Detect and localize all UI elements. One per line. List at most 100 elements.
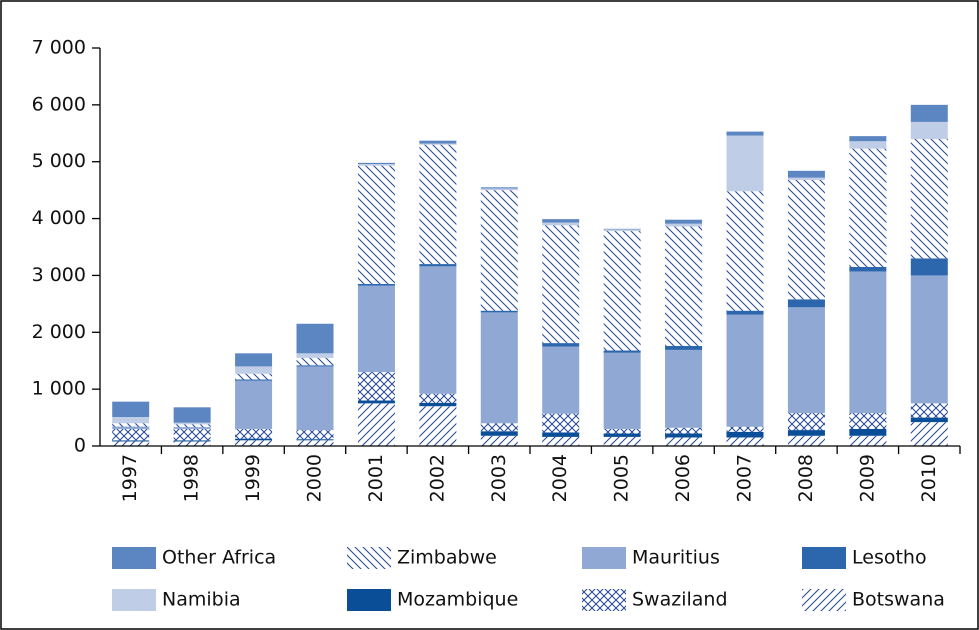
bar-segment	[787, 170, 825, 178]
bar-segment	[112, 417, 150, 424]
x-tick-label: 1997	[119, 454, 141, 502]
bar-segment	[419, 402, 457, 407]
bar-segment	[419, 406, 457, 446]
legend-label: Other Africa	[162, 547, 276, 569]
bar-segment	[480, 423, 518, 432]
bar-segment	[787, 430, 825, 436]
bar-segment	[235, 366, 273, 374]
x-tick-label: 2009	[856, 454, 878, 502]
bar-segment	[419, 144, 457, 265]
bar-segment	[112, 426, 150, 428]
bar-segment	[542, 436, 580, 446]
bar-segment	[419, 140, 457, 144]
bar-segment	[357, 372, 395, 401]
legend-swatch	[347, 589, 391, 611]
bar-segment	[665, 427, 703, 434]
bar-segment	[787, 179, 825, 300]
bar-segment	[665, 223, 703, 227]
bar-segment	[296, 357, 334, 366]
x-tick-label: 2006	[672, 454, 694, 502]
bar-segment	[296, 366, 334, 431]
bar-segment	[357, 163, 395, 166]
x-tick-label: 2003	[488, 454, 510, 502]
bar-segment	[849, 435, 887, 446]
bar-segment	[542, 346, 580, 414]
y-tick-label: 7 000	[32, 37, 86, 59]
bar-segment	[603, 428, 641, 434]
legend-label: Mauritius	[632, 547, 720, 569]
bar-segment	[849, 266, 887, 272]
bar-segment	[849, 271, 887, 414]
bar-segment	[480, 190, 518, 311]
y-tick-label: 6 000	[32, 93, 86, 115]
bar-segment	[112, 441, 150, 446]
x-tick-label: 2007	[734, 454, 756, 502]
x-tick-label: 1998	[181, 454, 203, 502]
bar-segment	[726, 310, 764, 315]
legend-label: Zimbabwe	[397, 547, 497, 569]
bar-segment	[480, 188, 518, 191]
bar-segment	[726, 431, 764, 438]
bar-segment	[542, 343, 580, 347]
bar-segment	[296, 430, 334, 440]
bar-segment	[665, 226, 703, 346]
bar-segment	[726, 437, 764, 446]
bar-segment	[849, 148, 887, 267]
x-tick-label: 2005	[611, 454, 633, 502]
bar-segment	[665, 219, 703, 224]
y-tick-label: 4 000	[32, 207, 86, 229]
bar-segment	[787, 299, 825, 308]
bar-segment	[235, 353, 273, 367]
bar-segment	[296, 365, 334, 367]
y-tick-label: 5 000	[32, 150, 86, 172]
bar-segment	[173, 427, 211, 428]
bar-segment	[173, 407, 211, 423]
bar-segment	[665, 345, 703, 350]
bar-segment	[480, 187, 518, 189]
bar-segment	[910, 417, 948, 423]
bar-segment	[542, 219, 580, 223]
bar-segment	[665, 349, 703, 428]
x-tick-label: 2004	[549, 454, 571, 502]
bar-segment	[665, 437, 703, 446]
bar-segment	[726, 426, 764, 432]
bar-segment	[603, 228, 641, 230]
x-tick-label: 2002	[426, 454, 448, 502]
bar-segment	[910, 121, 948, 139]
bar-segment	[112, 423, 150, 427]
legend-swatch	[582, 589, 626, 611]
bar-segment	[419, 393, 457, 403]
bar-segment	[480, 312, 518, 424]
bar-segment	[357, 403, 395, 446]
bar-segment	[910, 258, 948, 276]
bar-segment	[542, 222, 580, 226]
bar-segment	[419, 266, 457, 394]
bar-segment	[296, 353, 334, 358]
bar-segment	[235, 440, 273, 446]
bar-segment	[787, 413, 825, 431]
bar-segment	[542, 225, 580, 344]
x-tick-label: 2008	[795, 454, 817, 502]
bar-segment	[849, 141, 887, 149]
y-tick-label: 2 000	[32, 321, 86, 343]
bar-segment	[112, 427, 150, 429]
x-tick-label: 2000	[304, 454, 326, 502]
legend-swatch	[802, 547, 846, 569]
bar-segment	[235, 380, 273, 429]
bar-segment	[910, 422, 948, 446]
bar-segment	[542, 413, 580, 433]
bar-segment	[849, 428, 887, 436]
bar-segment	[235, 373, 273, 380]
bar-segment	[173, 440, 211, 442]
bar-segment	[603, 352, 641, 429]
bar-segment	[603, 436, 641, 446]
legend-label: Mozambique	[397, 589, 518, 611]
x-tick-label: 2010	[918, 454, 940, 502]
bar-segment	[357, 162, 395, 164]
bar-segment	[603, 350, 641, 353]
legend-label: Lesotho	[852, 547, 927, 569]
bar-segment	[296, 323, 334, 354]
bar-segment	[480, 431, 518, 436]
